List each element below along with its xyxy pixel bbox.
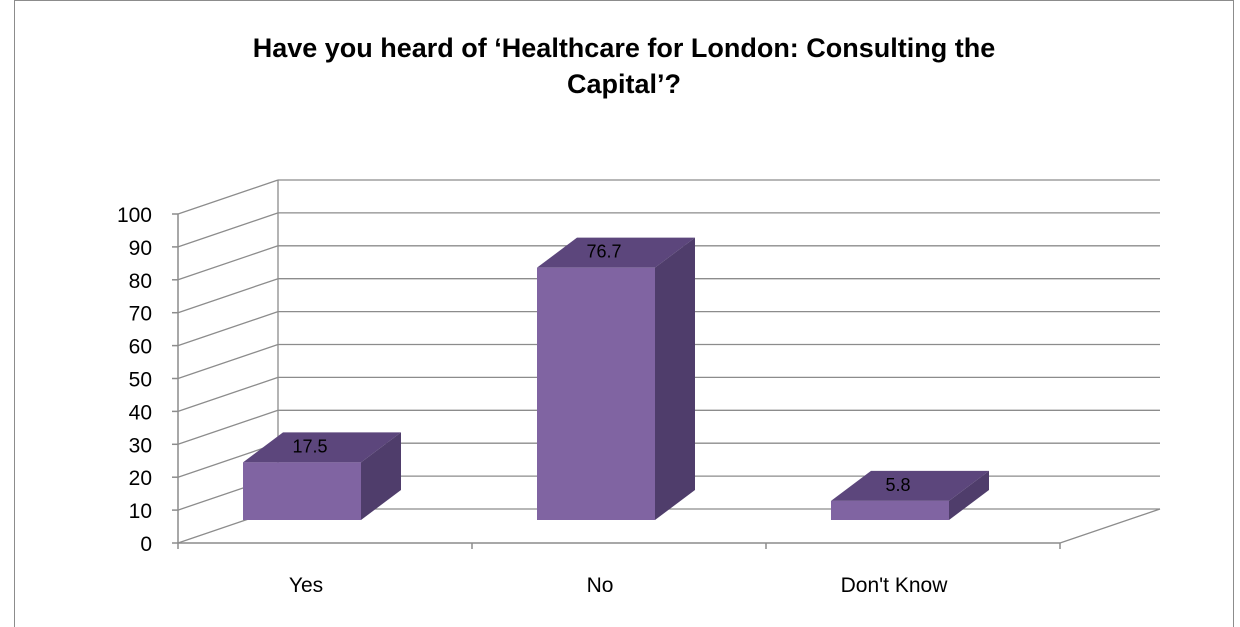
- bar-front-face: [831, 500, 949, 520]
- y-tick-label: 90: [129, 237, 152, 260]
- bar-side-face: [949, 470, 989, 520]
- chart-title-line-2: Capital’?: [566, 69, 681, 99]
- side-gridline: [177, 278, 279, 314]
- x-tick-label: Don't Know: [841, 574, 949, 597]
- y-tick-label: 50: [129, 369, 152, 392]
- bar-top-face: [831, 470, 989, 501]
- y-tick-label: 0: [140, 533, 152, 556]
- y-tick-label: 70: [129, 303, 152, 326]
- y-axis-tick-labels: 0 10 20 30 40 50 60 70 80 90 100: [117, 204, 152, 556]
- x-tick-label: No: [587, 574, 614, 597]
- side-gridline: [177, 376, 279, 413]
- side-gridline: [177, 212, 279, 248]
- floor-right-edge: [1059, 508, 1161, 544]
- chart-bars: [243, 237, 989, 521]
- y-tick-label: 30: [129, 434, 152, 457]
- y-tick-label: 60: [129, 336, 152, 359]
- side-gridline: [177, 343, 279, 380]
- y-tick-label: 40: [129, 401, 152, 424]
- y-tick-label: 80: [129, 270, 152, 293]
- chart-title-line-1: Have you heard of ‘Healthcare for London…: [252, 33, 996, 63]
- data-label: 5.8: [885, 475, 910, 495]
- side-gridline: [177, 245, 279, 281]
- bar-side-face: [655, 237, 695, 521]
- chart-data-labels: 17.5 76.7 5.8: [292, 242, 910, 495]
- bar-side-face: [361, 432, 401, 520]
- y-tick-label: 20: [129, 467, 152, 490]
- bar-top-face: [537, 237, 695, 268]
- y-tick-label: 10: [129, 500, 152, 523]
- bar-front-face: [537, 267, 655, 520]
- bar-top-face: [243, 432, 401, 463]
- side-gridline: [177, 179, 279, 215]
- chart-title: Have you heard of ‘Healthcare for London…: [14, 30, 1234, 102]
- bar-front-face: [243, 462, 361, 520]
- data-label: 17.5: [292, 436, 327, 456]
- data-label: 76.7: [586, 242, 621, 262]
- bar-no: [537, 237, 695, 521]
- chart-walls: [277, 180, 1161, 544]
- bar-yes: [243, 432, 401, 520]
- x-axis-tick-labels: Yes No Don't Know: [289, 574, 948, 597]
- x-tick-label: Yes: [289, 574, 323, 597]
- bar-don-t-know: [831, 470, 989, 520]
- chart-axes: [172, 213, 1061, 549]
- side-gridline: [177, 409, 279, 445]
- y-tick-label: 100: [117, 204, 152, 227]
- side-gridline: [177, 310, 279, 347]
